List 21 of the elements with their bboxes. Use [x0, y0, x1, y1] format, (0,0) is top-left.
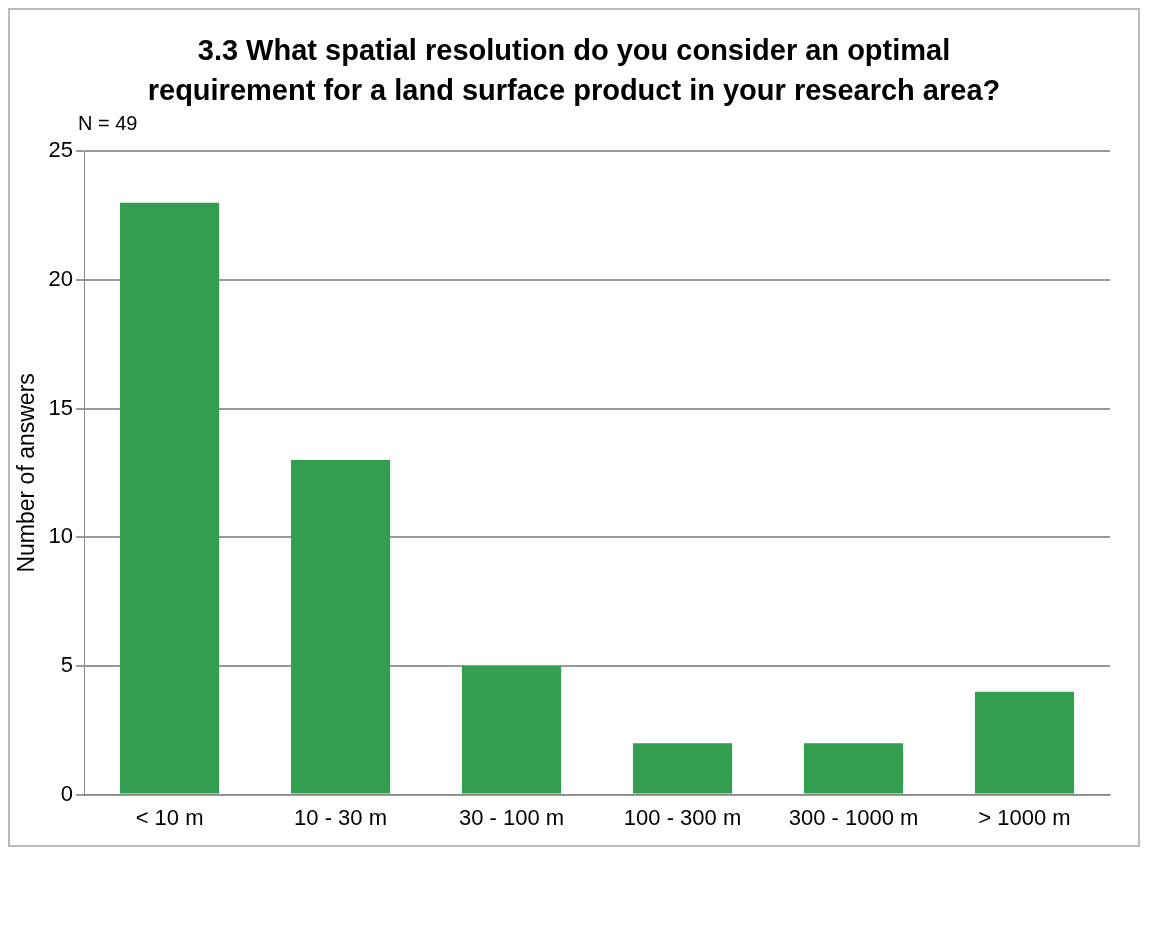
chart-title: 3.3 What spatial resolution do you consider an optimal requirement for a land surface product in your research area?: [146, 33, 1002, 108]
x-tick-label: 300 - 1000 m: [788, 804, 919, 830]
x-tick-label: > 1000 m: [978, 804, 1071, 830]
x-tick-label: 10 - 30 m: [294, 804, 388, 830]
bar: [803, 743, 904, 794]
bar: [974, 691, 1075, 794]
x-tick-label: 30 - 100 m: [458, 804, 565, 830]
y-tick-label: 20: [48, 265, 74, 291]
text: N = 49: [78, 112, 139, 135]
bar: [461, 665, 562, 794]
x-tick-label: 100 - 300 m: [623, 804, 742, 830]
y-tick-label: 5: [60, 651, 74, 677]
y-tick-label: 10: [48, 523, 74, 549]
x-tick-label: < 10 m: [135, 804, 204, 830]
y-axis-title: Number of answers: [13, 373, 40, 573]
bar: [290, 460, 391, 794]
bar: [632, 743, 733, 794]
y-tick-label: 0: [60, 780, 74, 806]
y-tick-label: 25: [48, 137, 74, 163]
bar: [119, 202, 220, 794]
y-tick-label: 15: [48, 394, 74, 420]
